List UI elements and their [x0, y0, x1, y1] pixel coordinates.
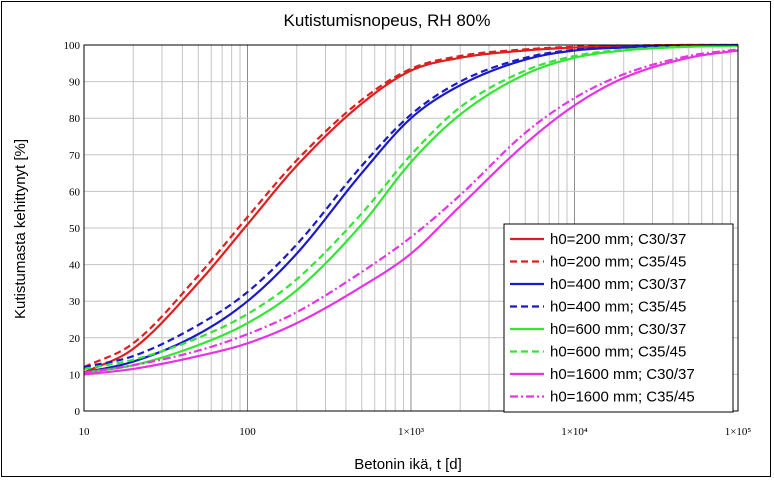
chart-title: Kutistumisnopeus, RH 80% — [284, 11, 491, 30]
legend-entry: h0=200 mm; C35/45 — [550, 254, 686, 271]
legend-entry: h0=600 mm; C30/37 — [550, 321, 686, 338]
x-tick-label: 1×10⁵ — [725, 426, 752, 438]
x-tick-label: 1×10³ — [398, 426, 425, 438]
y-tick-label: 20 — [69, 333, 81, 345]
y-tick-label: 50 — [69, 223, 81, 235]
legend-entry: h0=1600 mm; C30/37 — [550, 366, 695, 383]
series-lines — [83, 43, 739, 376]
y-tick-label: 40 — [69, 260, 81, 272]
series-line-5 — [83, 44, 739, 374]
y-tick-label: 60 — [69, 186, 81, 198]
y-tick-label: 90 — [69, 77, 81, 89]
legend-entry: h0=200 mm; C30/37 — [550, 231, 686, 248]
legend: h0=200 mm; C30/37 h0=200 mm; C35/45 h0=400… — [503, 223, 734, 413]
x-axis-label: Betonin ikä, t [d] — [354, 456, 462, 473]
legend-entry: h0=400 mm; C30/37 — [550, 276, 686, 293]
series-line-4 — [83, 43, 739, 369]
y-tick-label: 10 — [69, 369, 81, 381]
series-line-2 — [83, 43, 738, 369]
legend-box — [503, 223, 734, 413]
x-tick-label: 100 — [239, 426, 256, 438]
x-tick-label: 1×10⁴ — [561, 426, 588, 438]
y-tick-label: 100 — [64, 40, 81, 52]
series-line-7 — [83, 49, 739, 376]
y-tick-label: 30 — [69, 296, 81, 308]
legend-entry: h0=1600 mm; C35/45 — [550, 389, 695, 406]
plot-area-border — [83, 44, 739, 412]
tick-labels: 0 10 20 30 40 50 60 70 80 90 100 10 100 1×10³ 1×10⁴ 1×1… — [64, 40, 752, 438]
y-tick-label: 80 — [69, 113, 81, 125]
y-tick-label: 0 — [75, 406, 81, 418]
series-line-8 — [83, 48, 739, 374]
legend-entry: h0=400 mm; C35/45 — [550, 299, 686, 316]
y-tick-label: 70 — [69, 150, 81, 162]
y-axis-label: Kutistumasta kehittynyt [%] — [12, 139, 29, 319]
legend-entry: h0=600 mm; C35/45 — [550, 344, 686, 361]
x-tick-label: 10 — [79, 426, 91, 438]
